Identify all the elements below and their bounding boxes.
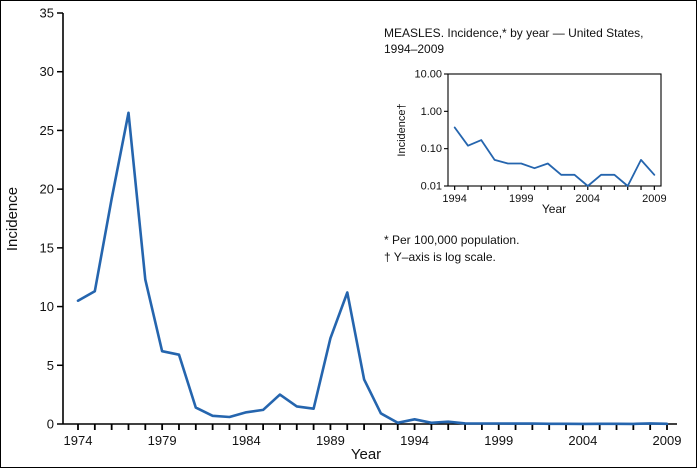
main-y-tick-label: 30 bbox=[40, 64, 54, 79]
inset-y-tick-label: 10.00 bbox=[414, 69, 442, 81]
footnote-population: * Per 100,000 population. bbox=[384, 233, 519, 247]
inset-x-axis-label: Year bbox=[542, 202, 566, 216]
main-y-tick-label: 20 bbox=[40, 182, 54, 197]
inset-y-axis-label: Incidence† bbox=[396, 103, 408, 156]
main-y-tick-label: 0 bbox=[47, 417, 54, 432]
inset-title-line2: 1994–2009 bbox=[384, 42, 444, 56]
main-y-tick-label: 35 bbox=[40, 6, 54, 21]
main-x-tick-label: 1989 bbox=[316, 433, 345, 448]
inset-chart-line bbox=[453, 126, 656, 187]
main-series bbox=[76, 111, 669, 426]
main-x-tick-label: 1999 bbox=[484, 433, 513, 448]
inset-y-tick-label: 1.00 bbox=[421, 106, 442, 118]
inset-axes: 0.01 0.10 1.00 10.00 1994 1999 2004 2009 bbox=[414, 69, 666, 206]
inset-y-tick-label: 0.01 bbox=[421, 181, 442, 193]
main-x-tick-label: 1984 bbox=[232, 433, 261, 448]
inset-y-tick-label: 0.10 bbox=[421, 143, 442, 155]
main-x-tick-label: 1994 bbox=[400, 433, 429, 448]
inset-x-tick-label: 2009 bbox=[642, 193, 666, 205]
main-x-tick-label: 2009 bbox=[653, 433, 682, 448]
main-x-tick-label: 2004 bbox=[568, 433, 597, 448]
inset-x-tick-label: 1994 bbox=[442, 193, 466, 205]
main-y-tick-label: 25 bbox=[40, 123, 54, 138]
inset-x-tick-label: 2004 bbox=[576, 193, 600, 205]
main-x-tick-label: 1974 bbox=[64, 433, 93, 448]
main-x-tick-label: 1979 bbox=[148, 433, 177, 448]
main-y-tick-label: 10 bbox=[40, 299, 54, 314]
main-x-axis-label: Year bbox=[351, 446, 381, 463]
inset-x-tick-label: 1999 bbox=[509, 193, 533, 205]
main-chart-line bbox=[76, 111, 669, 426]
main-y-tick-label: 15 bbox=[40, 240, 54, 255]
main-y-tick-label: 5 bbox=[47, 358, 54, 373]
main-axes: 0 5 10 15 20 25 30 35 1974 1979 1984 1989 1994 1999 20… bbox=[40, 6, 682, 449]
main-y-axis-label: Incidence bbox=[4, 187, 21, 251]
inset-plot-box bbox=[447, 73, 662, 187]
inset-series bbox=[453, 126, 656, 187]
inset-title-line1: MEASLES. Incidence,* by year — United St… bbox=[384, 26, 643, 40]
footnote-log-scale: † Y–axis is log scale. bbox=[384, 250, 496, 264]
